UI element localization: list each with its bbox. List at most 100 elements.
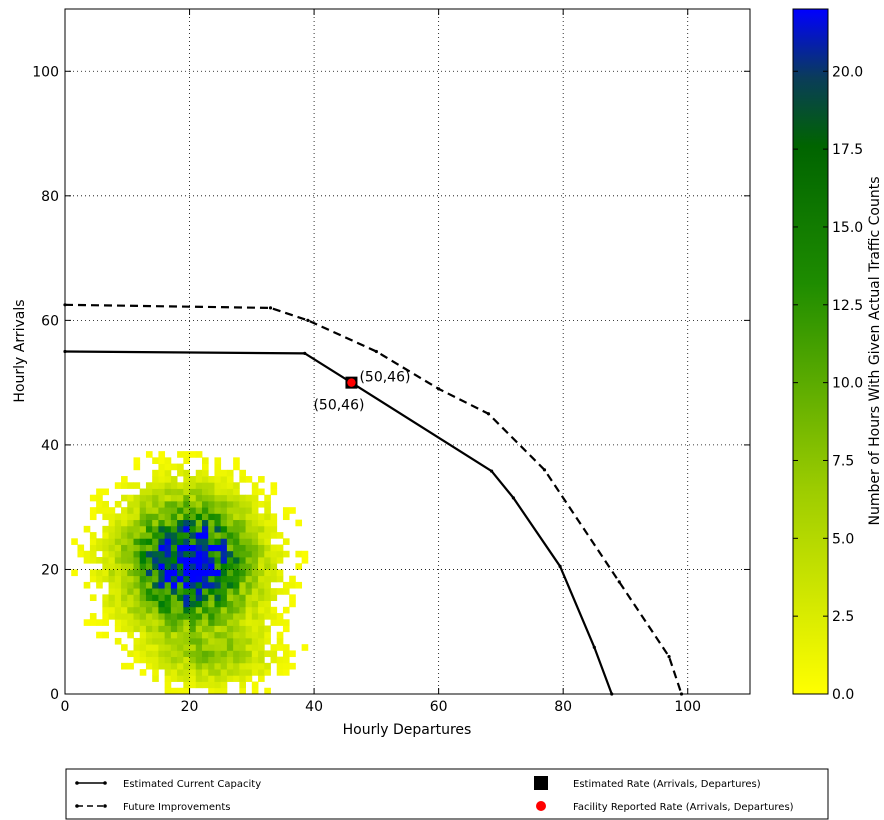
heatmap-cell	[102, 550, 109, 558]
heatmap-cell	[145, 619, 153, 626]
heatmap-cell	[83, 557, 91, 564]
heatmap-cell	[164, 650, 172, 658]
line-vertex	[268, 306, 273, 310]
heatmap-cell	[251, 482, 259, 489]
heatmap-cell	[226, 513, 234, 521]
heatmap-cell	[195, 619, 203, 626]
heatmap-cell	[96, 494, 103, 502]
heatmap-cell	[258, 619, 265, 626]
heatmap-cell	[183, 600, 190, 608]
heatmap-cell	[214, 581, 222, 589]
heatmap-cell	[282, 669, 290, 676]
heatmap-cell	[158, 557, 166, 564]
heatmap-cell	[183, 476, 190, 483]
heatmap-cell	[127, 513, 134, 521]
heatmap-cell	[96, 575, 103, 583]
heatmap-cell	[195, 606, 203, 614]
heatmap-cell	[164, 669, 172, 676]
heatmap-cell	[145, 494, 153, 502]
heatmap-cell	[258, 519, 265, 527]
heatmap-cell	[208, 525, 215, 533]
heatmap-cell	[208, 569, 215, 577]
heatmap-cell	[251, 507, 259, 514]
heatmap-cell	[158, 588, 166, 595]
heatmap-cell	[145, 600, 153, 608]
heatmap-cell	[195, 637, 203, 645]
heatmap-cell	[270, 525, 278, 533]
heatmap-cell	[226, 581, 234, 589]
heatmap-cell	[233, 557, 240, 564]
colorbar-gradient	[792, 8, 829, 695]
heatmap-cell	[145, 482, 153, 489]
heatmap-cell	[220, 662, 228, 670]
heatmap-cell	[170, 550, 178, 558]
heatmap-cell	[139, 494, 147, 502]
heatmap-cell	[170, 563, 178, 570]
heatmap-cell	[152, 557, 159, 564]
heatmap-cell	[270, 550, 278, 558]
heatmap-cell	[220, 469, 228, 477]
y-tick-label: 0	[50, 687, 59, 703]
heatmap-cell	[245, 631, 253, 639]
heatmap-cell	[239, 469, 246, 477]
heatmap-cell	[139, 575, 147, 583]
heatmap-cell	[251, 650, 259, 658]
heatmap-cell	[170, 519, 178, 527]
heatmap-cell	[145, 613, 153, 620]
heatmap-cell	[214, 532, 222, 539]
heatmap-cell	[202, 538, 209, 545]
heatmap-cell	[83, 525, 91, 533]
heatmap-cell	[177, 631, 184, 639]
heatmap-cell	[152, 675, 159, 682]
heatmap-cell	[214, 500, 222, 508]
heatmap-cell	[289, 600, 296, 608]
heatmap-cell	[245, 544, 253, 552]
heatmap-cell	[208, 563, 215, 570]
legend-entry-estimated-rate: Estimated Rate (Arrivals, Departures)	[534, 776, 761, 790]
heatmap-cell	[258, 525, 265, 533]
heatmap-cell	[114, 575, 122, 583]
heatmap-cell	[177, 463, 184, 471]
heatmap-cell	[208, 519, 215, 527]
heatmap-cell	[177, 600, 184, 608]
heatmap-cell	[183, 488, 190, 496]
heatmap-cell	[251, 575, 259, 583]
heatmap-cell	[276, 631, 284, 639]
heatmap-cell	[233, 581, 240, 589]
heatmap-cell	[158, 650, 166, 658]
heatmap-cell	[121, 581, 128, 589]
heatmap-cell	[239, 662, 246, 670]
heatmap-cell	[114, 637, 122, 645]
heatmap-cell	[177, 656, 184, 664]
heatmap-cell	[233, 550, 240, 558]
heatmap-cell	[189, 644, 197, 651]
heatmap-cell	[183, 675, 190, 682]
heatmap-cell	[177, 650, 184, 658]
heatmap-cell	[239, 588, 246, 595]
heatmap-cell	[177, 525, 184, 533]
heatmap-cell	[258, 613, 265, 620]
heatmap-cell	[152, 650, 159, 658]
heatmap-cell	[152, 600, 159, 608]
heatmap-cell	[139, 644, 147, 651]
heatmap-cell	[114, 482, 122, 489]
heatmap-cell	[233, 507, 240, 514]
heatmap-cell	[195, 581, 203, 589]
heatmap-cell	[133, 532, 141, 539]
heatmap-cell	[133, 594, 141, 601]
heatmap-cell	[133, 637, 141, 645]
heatmap-cell	[239, 563, 246, 570]
heatmap-cell	[214, 600, 222, 608]
heatmap-cell	[276, 613, 284, 620]
heatmap-cell	[152, 631, 159, 639]
heatmap-cell	[195, 507, 203, 514]
heatmap-cell	[121, 600, 128, 608]
heatmap-cell	[164, 482, 172, 489]
heatmap-cell	[264, 500, 271, 508]
colorbar-tick-label: 12.5	[832, 298, 863, 314]
heatmap-cell	[202, 488, 209, 496]
heatmap-cell	[102, 557, 109, 564]
heatmap-cell	[264, 637, 271, 645]
heatmap-cell	[170, 675, 178, 682]
heatmap-cell	[102, 500, 109, 508]
